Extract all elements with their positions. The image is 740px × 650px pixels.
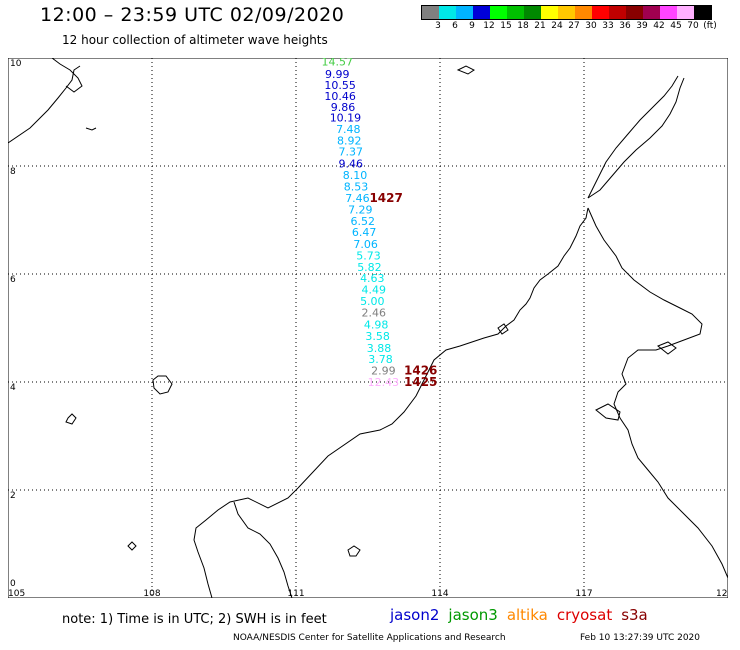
- lat-tick-label: 8: [10, 167, 16, 177]
- mission-name: cryosat: [556, 606, 613, 624]
- wave-height-value: 4.49: [362, 283, 387, 296]
- legend-swatch: [524, 6, 541, 19]
- wave-height-value: 8.53: [344, 180, 369, 193]
- legend-swatch: [694, 6, 711, 19]
- legend-swatch: [643, 6, 660, 19]
- legend-swatch: [677, 6, 694, 19]
- legend-label: 24: [551, 21, 563, 31]
- legend-label: 39: [636, 21, 648, 31]
- legend-swatch: [490, 6, 507, 19]
- lat-tick-label: 10: [10, 59, 22, 69]
- longitude-tick-labels: 105 108 111 114 117 120: [8, 589, 728, 598]
- wave-height-value: 9.86: [331, 101, 356, 114]
- wave-height-value: 9.46: [338, 158, 363, 171]
- wave-height-value: 6.47: [352, 226, 377, 239]
- legend-swatch: [422, 6, 439, 19]
- wave-height-value: 8.92: [337, 134, 362, 147]
- lat-tick-label: 6: [10, 275, 16, 285]
- generated-timestamp: Feb 10 13:27:39 UTC 2020: [580, 633, 700, 643]
- lon-tick-label: 111: [287, 589, 304, 598]
- wave-height-value: 3.78: [368, 353, 393, 366]
- legend-swatch: [609, 6, 626, 19]
- wave-height-value: 4.63: [360, 272, 385, 285]
- legend-swatch: [439, 6, 456, 19]
- legend-swatch: [558, 6, 575, 19]
- lon-tick-label: 108: [143, 589, 160, 598]
- wave-height-value: 7.29: [348, 204, 373, 217]
- wave-height-value: 12.43: [368, 376, 400, 389]
- legend-swatch: [575, 6, 592, 19]
- color-scale-legend: [421, 5, 712, 20]
- legend-label: (ft): [703, 21, 717, 31]
- wave-height-value: 4.98: [364, 319, 389, 332]
- footnote: note: 1) Time is in UTC; 2) SWH is in fe…: [62, 612, 327, 627]
- lat-lon-grid: [8, 58, 728, 598]
- legend-swatch: [507, 6, 524, 19]
- legend-label: 70: [687, 21, 699, 31]
- wave-height-value: 8.10: [343, 169, 368, 182]
- lon-tick-label: 114: [431, 589, 448, 598]
- wave-height-value: 5.00: [360, 295, 385, 308]
- legend-label: 42: [653, 21, 665, 31]
- legend-label: 3: [435, 21, 441, 31]
- lat-tick-label: 0: [10, 579, 16, 589]
- wave-height-observations: 14.579.9910.5510.469.8610.197.488.927.37…: [322, 58, 400, 389]
- mission-name: jason3: [448, 606, 498, 624]
- legend-label: 15: [500, 21, 512, 31]
- wave-height-value: 7.48: [336, 123, 361, 136]
- pass-time-label: 1427: [369, 191, 402, 205]
- wave-height-value: 2.99: [371, 364, 396, 377]
- altimeter-map: 105 108 111 114 117 120 0 2 4 6 8 10 14.579.9910.5…: [8, 58, 728, 598]
- legend-swatch: [626, 6, 643, 19]
- wave-height-value: 9.99: [325, 68, 350, 81]
- wave-height-value: 3.58: [365, 330, 390, 343]
- wave-height-value: 10.55: [324, 79, 356, 92]
- legend-label: 45: [670, 21, 682, 31]
- legend-label: 18: [517, 21, 529, 31]
- wave-height-value: 6.52: [350, 215, 375, 228]
- map-title: 12:00 – 23:59 UTC 02/09/2020: [40, 4, 345, 26]
- legend-label: 12: [483, 21, 495, 31]
- coastline: [8, 58, 728, 598]
- wave-height-value: 7.06: [353, 238, 378, 251]
- legend-swatch: [660, 6, 677, 19]
- lat-tick-label: 4: [10, 383, 16, 393]
- mission-name: jason2: [390, 606, 440, 624]
- wave-height-value: 10.46: [324, 90, 356, 103]
- legend-label: 27: [568, 21, 580, 31]
- pass-time-label: 1426: [404, 363, 437, 377]
- mission-name: s3a: [621, 606, 648, 624]
- map-subtitle: 12 hour collection of altimeter wave hei…: [62, 33, 328, 47]
- wave-height-value: 14.57: [322, 58, 354, 69]
- legend-label: 30: [585, 21, 597, 31]
- lon-tick-label: 120: [716, 589, 728, 598]
- legend-label: 21: [534, 21, 546, 31]
- legend-label: 33: [602, 21, 614, 31]
- wave-height-value: 3.88: [367, 342, 392, 355]
- mission-name: altika: [506, 606, 548, 624]
- credit-line: NOAA/NESDIS Center for Satellite Applica…: [233, 633, 506, 643]
- wave-height-value: 5.73: [356, 249, 381, 262]
- legend-swatch: [456, 6, 473, 19]
- mission-legend: jason2 jason3 altika cryosat s3a: [390, 606, 657, 624]
- lon-tick-label: 105: [8, 589, 25, 598]
- wave-height-value: 10.19: [330, 112, 362, 125]
- legend-label: 6: [452, 21, 458, 31]
- wave-height-value: 7.37: [338, 146, 363, 159]
- wave-height-value: 7.46: [345, 192, 370, 205]
- legend-label: 9: [469, 21, 475, 31]
- latitude-tick-labels: 0 2 4 6 8 10: [10, 59, 22, 589]
- lon-tick-label: 117: [575, 589, 592, 598]
- legend-swatch: [541, 6, 558, 19]
- pass-time-label: 1425: [404, 375, 437, 389]
- wave-height-value: 5.82: [357, 261, 382, 274]
- wave-height-value: 2.46: [362, 307, 387, 320]
- legend-swatch: [592, 6, 609, 19]
- legend-label: 36: [619, 21, 631, 31]
- legend-swatch: [473, 6, 490, 19]
- lat-tick-label: 2: [10, 491, 16, 501]
